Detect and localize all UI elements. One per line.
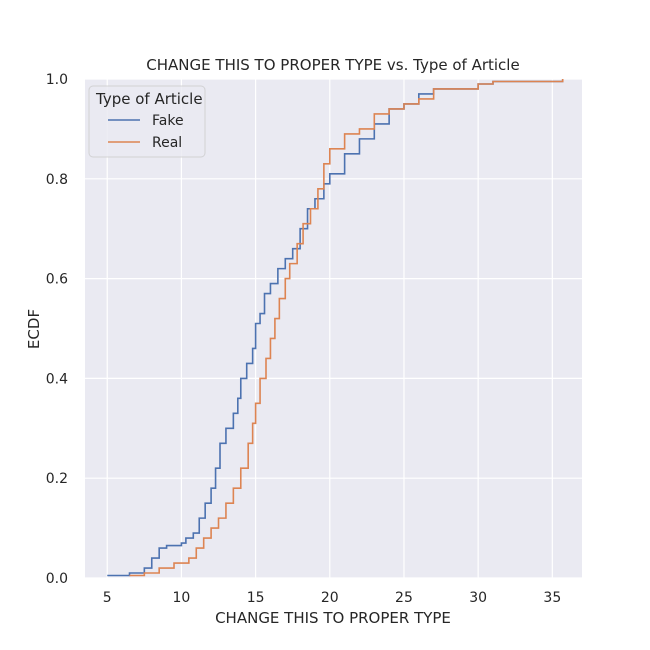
series-line-real xyxy=(129,79,564,577)
y-axis-label: ECDF xyxy=(25,309,43,349)
legend-label-fake: Fake xyxy=(152,113,184,129)
x-tick-label: 5 xyxy=(103,590,112,606)
chart-title: CHANGE THIS TO PROPER TYPE vs. Type of A… xyxy=(146,56,519,74)
plot-area xyxy=(85,79,582,578)
y-tick-label: 1.0 xyxy=(46,72,68,88)
y-tick-label: 0.6 xyxy=(46,272,68,288)
y-axis-ticks: 0.0 0.2 0.4 0.6 0.8 1.0 xyxy=(46,72,68,587)
x-axis-label: CHANGE THIS TO PROPER TYPE xyxy=(215,609,451,627)
x-tick-label: 30 xyxy=(469,590,487,606)
y-tick-label: 0.4 xyxy=(46,371,68,387)
x-tick-label: 20 xyxy=(321,590,339,606)
legend: Type of Article Fake Real xyxy=(88,85,206,158)
series-layer xyxy=(107,79,564,577)
x-tick-label: 15 xyxy=(247,590,265,606)
y-tick-label: 0.8 xyxy=(46,172,68,188)
x-axis-ticks: 5 10 15 20 25 30 35 xyxy=(103,590,561,606)
legend-box xyxy=(88,85,206,158)
x-tick-label: 35 xyxy=(543,590,561,606)
legend-label-real: Real xyxy=(152,135,182,151)
x-tick-label: 10 xyxy=(173,590,191,606)
legend-title: Type of Article xyxy=(95,90,203,108)
series-line-fake xyxy=(107,79,564,577)
x-tick-label: 25 xyxy=(395,590,413,606)
y-tick-label: 0.0 xyxy=(46,571,68,587)
y-tick-label: 0.2 xyxy=(46,471,68,487)
